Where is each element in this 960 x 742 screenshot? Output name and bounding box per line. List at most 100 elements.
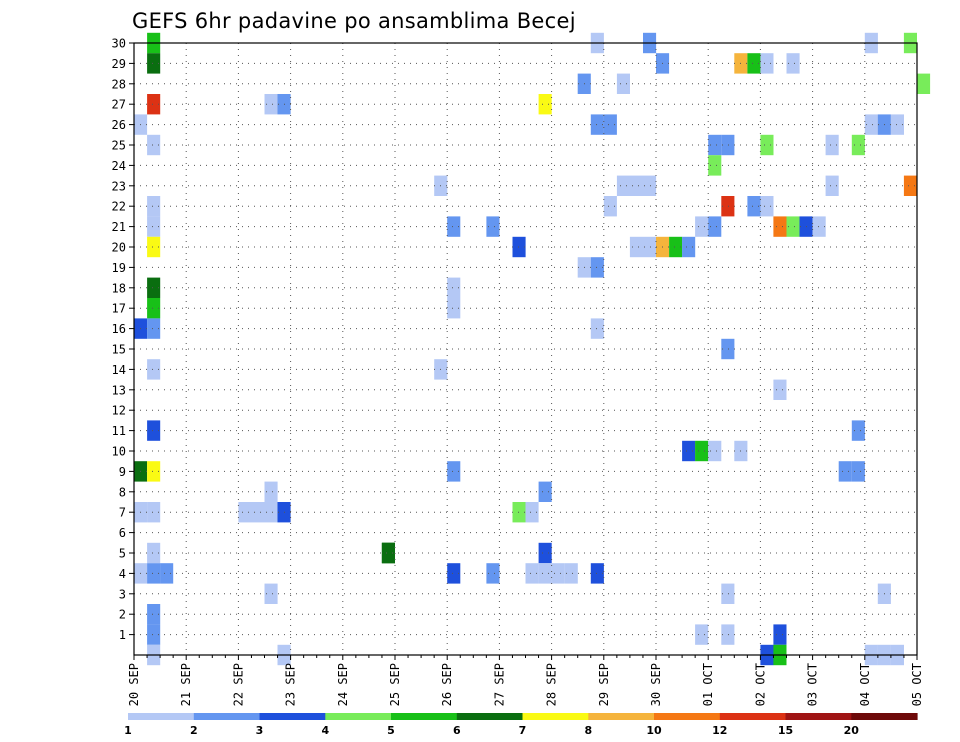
colorbar-label: 10 <box>646 724 662 737</box>
y-tick-label: 11 <box>112 424 126 438</box>
y-tick-label: 4 <box>119 567 126 581</box>
colorbar-label: 20 <box>844 724 860 737</box>
precip-cell <box>682 440 696 462</box>
precip-cell <box>486 216 500 237</box>
precip-cell <box>747 196 761 217</box>
x-tick-label: 27 SEP <box>492 663 506 706</box>
x-tick-label: 26 SEP <box>440 663 454 706</box>
y-tick-label: 3 <box>119 587 126 601</box>
precip-cell <box>551 563 565 584</box>
precip-cell <box>381 542 395 564</box>
y-tick-label: 9 <box>119 465 126 479</box>
precip-cell <box>603 114 617 135</box>
precip-cell <box>238 502 252 523</box>
precip-cell <box>538 94 552 115</box>
precip-cell <box>629 236 643 258</box>
precip-cell <box>590 257 604 278</box>
precip-cell <box>147 563 161 584</box>
precip-cell <box>682 236 696 258</box>
precip-cell <box>147 236 161 258</box>
precip-cell <box>147 216 161 237</box>
y-tick-label: 23 <box>112 179 126 193</box>
colorbar-label: 1 <box>124 724 132 737</box>
precip-cell <box>525 502 539 523</box>
colorbar-swatch <box>391 713 458 720</box>
precip-cell <box>447 563 461 584</box>
x-tick-label: 23 SEP <box>284 663 298 706</box>
y-tick-label: 29 <box>112 57 126 71</box>
precip-cell <box>538 481 552 502</box>
precip-cell <box>786 53 800 74</box>
precip-cell <box>147 359 161 380</box>
y-tick-label: 14 <box>112 363 126 377</box>
precip-cell <box>512 502 526 523</box>
x-tick-label: 21 SEP <box>179 663 193 706</box>
colorbar-swatch <box>851 713 918 720</box>
precip-cell <box>825 134 839 156</box>
colorbar-swatch <box>259 713 326 720</box>
precip-cell <box>147 624 161 645</box>
precip-cell <box>760 134 774 156</box>
precip-cell <box>760 196 774 217</box>
precip-cell <box>160 563 174 584</box>
precip-cell <box>903 175 917 196</box>
precip-cell <box>147 134 161 156</box>
precip-cell <box>851 420 865 441</box>
precip-cell <box>147 502 161 523</box>
precip-cell <box>251 502 265 523</box>
y-tick-label: 21 <box>112 220 126 234</box>
precip-cell <box>147 461 161 482</box>
colorbar-label: 3 <box>256 724 264 737</box>
precip-cell <box>538 542 552 564</box>
y-tick-label: 8 <box>119 485 126 499</box>
y-tick-label: 12 <box>112 404 126 418</box>
precip-cell <box>590 114 604 135</box>
colorbar-swatch <box>456 713 524 720</box>
precip-cell <box>603 196 617 217</box>
precip-cell <box>812 216 826 237</box>
x-tick-label: 30 SEP <box>649 663 663 706</box>
colorbar-label: 15 <box>778 724 793 737</box>
colorbar-label: 5 <box>387 724 395 737</box>
precip-cell <box>721 624 735 645</box>
precip-cell <box>616 73 630 94</box>
colorbar-label: 7 <box>519 724 527 737</box>
x-tick-label: 05 OCT <box>910 663 924 706</box>
y-tick-label: 7 <box>119 506 126 520</box>
grid-layer <box>134 43 917 655</box>
y-tick-label: 16 <box>112 322 126 336</box>
chart-title: GEFS 6hr padavine po ansamblima Becej <box>132 9 576 33</box>
x-tick-label: 03 OCT <box>806 663 820 706</box>
precip-cell <box>147 298 161 319</box>
precip-cell <box>447 216 461 237</box>
precip-cell <box>760 53 774 74</box>
precip-cell <box>695 440 709 462</box>
x-tick-label: 04 OCT <box>858 663 872 706</box>
precip-cell <box>851 461 865 482</box>
precip-cell <box>773 624 787 645</box>
y-tick-label: 19 <box>112 261 126 275</box>
precip-cell <box>147 420 161 441</box>
precip-cell <box>147 53 161 74</box>
x-tick-label: 01 OCT <box>701 663 715 706</box>
precip-cell <box>786 216 800 237</box>
x-axis: 20 SEP 21 SEP 22 SEP 23 SEP 24 SEP 25 SEP 26 S… <box>127 655 924 706</box>
colorbar-label: 4 <box>321 724 329 737</box>
cells-layer <box>134 32 931 666</box>
colorbar-swatch <box>654 713 721 720</box>
colorbar-label: 8 <box>584 724 592 737</box>
colorbar-label: 6 <box>453 724 461 737</box>
precip-cell <box>147 196 161 217</box>
precip-cell <box>708 134 722 156</box>
precip-cell <box>264 94 278 115</box>
y-tick-label: 6 <box>119 526 126 540</box>
precip-cell <box>147 542 161 564</box>
precip-cell <box>773 379 787 400</box>
precip-cell <box>525 563 539 584</box>
precip-cell <box>825 175 839 196</box>
y-tick-label: 18 <box>112 281 126 295</box>
precip-cell <box>447 461 461 482</box>
precip-cell <box>447 277 461 298</box>
y-tick-label: 24 <box>112 159 126 173</box>
